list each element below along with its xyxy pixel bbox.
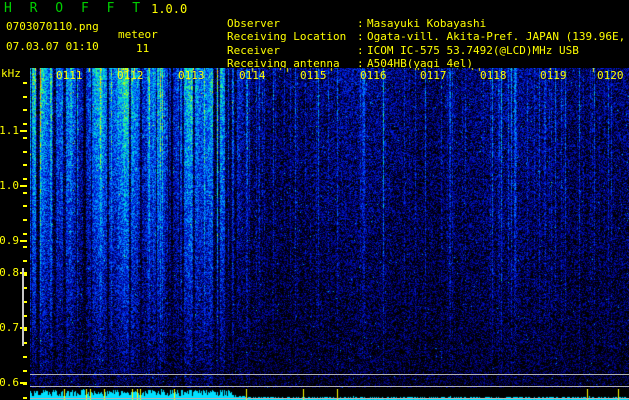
x-axis-label: 0118 [480, 69, 507, 82]
info-key: Receiving antenna [226, 56, 340, 70]
y-axis-minor-tick [23, 233, 27, 235]
y-axis-unit-label: kHz [1, 68, 21, 80]
y-axis-label: 0.7 [0, 321, 19, 334]
y-axis-minor-tick [23, 274, 27, 276]
x-axis-label: 0119 [540, 69, 567, 82]
y-axis-tick [20, 185, 27, 187]
info-row: Receiving antenna: A504HB(yagi 4el) [174, 44, 629, 70]
x-axis-label: 0114 [239, 69, 266, 82]
y-axis-minor-tick [23, 397, 27, 399]
reference-line [30, 386, 629, 387]
y-axis-minor-tick [23, 109, 27, 111]
x-axis-label: 0117 [420, 69, 447, 82]
date-time-label: 07.03.07 01:10 [6, 40, 99, 53]
y-axis-minor-tick [23, 342, 27, 344]
waveform-canvas [30, 389, 629, 400]
y-axis-minor-tick [23, 329, 27, 331]
y-axis-label: 0.9 [0, 234, 19, 247]
info-value: Ogata-vill. Akita-Pref. JAPAN (139.96E, … [366, 30, 626, 44]
y-axis-minor-tick [23, 137, 27, 139]
file-name-label: 0703070110.png [6, 20, 99, 33]
amplitude-waveform [30, 389, 629, 400]
info-value: A504HB(yagi 4el) [366, 56, 473, 70]
y-axis-minor-tick [23, 205, 27, 207]
y-axis-tick [20, 130, 27, 132]
app-title: H R O F F T [4, 1, 146, 16]
y-axis-minor-tick [23, 356, 27, 358]
y-axis-minor-tick [23, 301, 27, 303]
info-value: Masayuki Kobayashi [366, 17, 487, 31]
info-row: Receiving Location: Ogata-vill. Akita-Pre… [174, 17, 629, 43]
y-axis-minor-tick [23, 178, 27, 180]
y-axis-label: 1.0 [0, 179, 19, 192]
y-axis-minor-tick [23, 123, 27, 125]
y-axis-minor-tick [23, 370, 27, 372]
header-panel: H R O F F T 1.0.0 0703070110.png 07.03.07… [0, 0, 629, 70]
info-row: Observer: Masayuki Kobayashi [174, 4, 629, 30]
y-axis-label: 1.1 [0, 124, 19, 137]
info-value: ICOM IC-575 53.7492(@LCD)MHz USB [366, 43, 579, 57]
meteor-count-label: meteor [118, 28, 158, 41]
y-axis-minor-tick [23, 260, 27, 262]
y-axis-minor-tick [23, 164, 27, 166]
info-separator: : [356, 43, 364, 57]
observation-info-table: Observer: Masayuki Kobayashi Receiving Lo… [174, 4, 629, 70]
info-separator: : [356, 30, 364, 44]
y-axis: kHz 1.1 1.0 0.9 0.8 0.7 0.6 [0, 68, 30, 400]
x-axis-label: 0113 [178, 69, 205, 82]
vertical-gray-marker[interactable] [22, 268, 24, 346]
x-axis-label: 0115 [300, 69, 327, 82]
reference-line [30, 374, 629, 375]
y-axis-minor-tick [23, 82, 27, 84]
title-block: H R O F F T 1.0.0 [4, 2, 187, 21]
spectrogram-canvas[interactable] [30, 68, 629, 388]
info-key: Receiver [226, 43, 280, 57]
y-axis-minor-tick [23, 315, 27, 317]
y-axis-minor-tick [23, 151, 27, 153]
y-axis-tick [20, 240, 27, 242]
x-axis-label: 0112 [117, 69, 144, 82]
info-key: Observer [226, 17, 280, 31]
y-axis-label: 0.6 [0, 376, 19, 389]
x-axis-label: 0116 [360, 69, 387, 82]
info-row: Receiver: ICOM IC-575 53.7492(@LCD)MHz US… [174, 30, 629, 57]
app-version: 1.0.0 [151, 2, 188, 16]
y-axis-minor-tick [23, 96, 27, 98]
y-axis-minor-tick [23, 246, 27, 248]
x-axis-label: 0120 [597, 69, 624, 82]
y-axis-label: 0.8 [0, 266, 19, 279]
y-axis-minor-tick [23, 287, 27, 289]
y-axis-minor-tick [23, 192, 27, 194]
y-axis-minor-tick [23, 383, 27, 385]
spectrogram-plot-area: kHz 1.1 1.0 0.9 0.8 0.7 0.6 0111 0112 0113 0114 0… [0, 68, 629, 400]
info-separator: : [356, 56, 364, 70]
x-axis-label: 0111 [56, 69, 83, 82]
y-axis-minor-tick [23, 219, 27, 221]
meteor-count-value: 11 [136, 42, 150, 55]
info-separator: : [356, 17, 364, 31]
info-key: Receiving Location [226, 30, 347, 44]
reference-line [30, 398, 629, 399]
spectrogram-image[interactable] [30, 68, 629, 388]
